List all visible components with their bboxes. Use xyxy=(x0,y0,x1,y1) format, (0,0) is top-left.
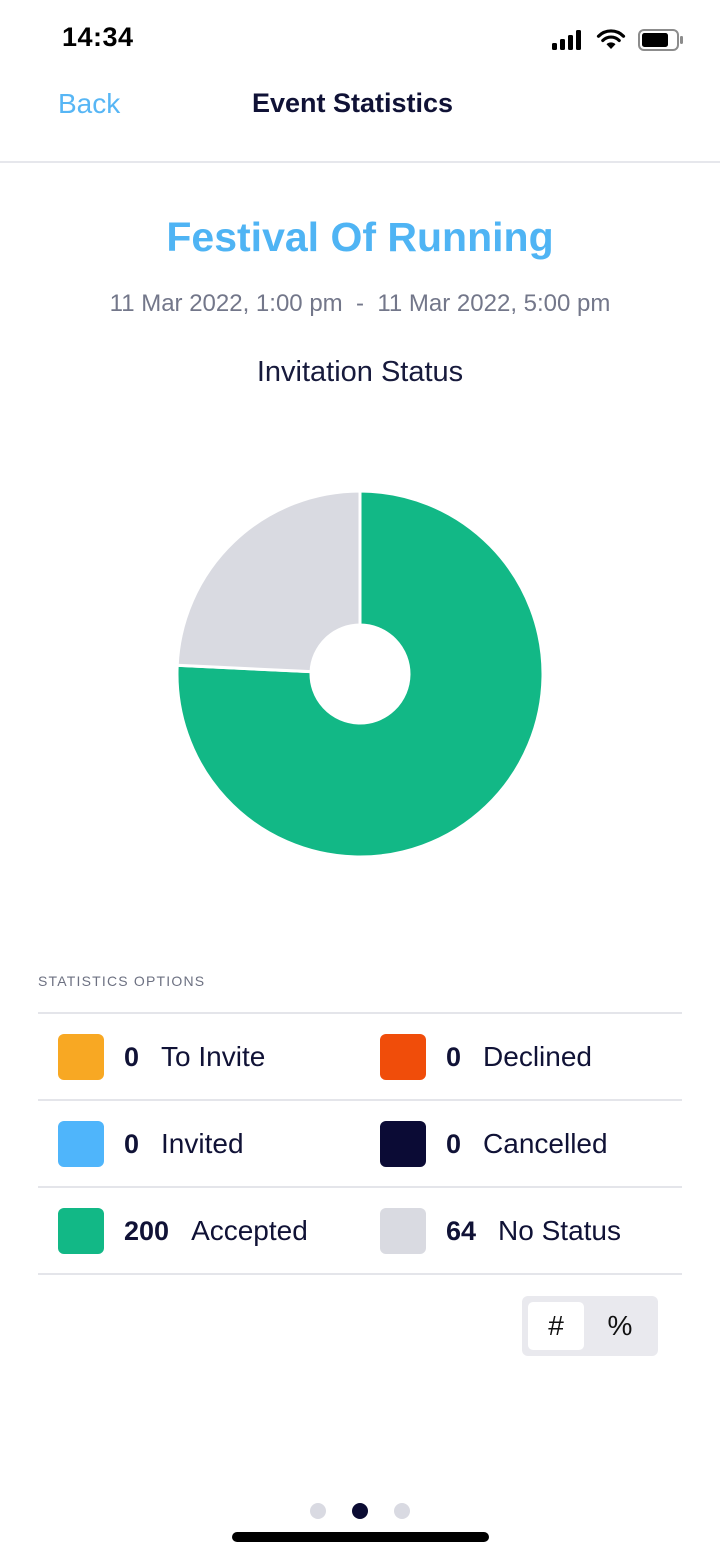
statistics-legend: 0 To Invite 0 Declined 0 Invited 0 Cance… xyxy=(38,1012,682,1275)
declined-swatch xyxy=(380,1034,426,1080)
toggle-count-option[interactable]: # xyxy=(528,1302,584,1350)
statistics-options-label: STATISTICS OPTIONS xyxy=(38,973,206,989)
cellular-signal-icon xyxy=(552,30,581,50)
date-separator: - xyxy=(356,290,364,317)
status-bar: 14:34 xyxy=(0,0,720,80)
navigation-bar: Back Event Statistics xyxy=(0,80,720,163)
page-dot-active[interactable] xyxy=(352,1503,368,1519)
invited-swatch xyxy=(58,1121,104,1167)
battery-icon xyxy=(638,29,683,51)
cancelled-swatch xyxy=(380,1121,426,1167)
legend-item-invited: 0 Invited xyxy=(58,1121,244,1167)
accepted-swatch xyxy=(58,1208,104,1254)
declined-count: 0 xyxy=(446,1041,462,1072)
no-status-swatch xyxy=(380,1208,426,1254)
legend-row: 200 Accepted 64 No Status xyxy=(38,1186,682,1275)
invited-count: 0 xyxy=(124,1128,140,1159)
home-indicator xyxy=(232,1532,489,1542)
status-time: 14:34 xyxy=(62,22,134,52)
event-start: 11 Mar 2022, 1:00 pm xyxy=(109,290,343,317)
count-percent-toggle: # % xyxy=(522,1296,658,1356)
legend-item-no-status: 64 No Status xyxy=(380,1208,621,1254)
no-status-label: No Status xyxy=(498,1215,621,1246)
slice-accepted xyxy=(175,489,545,859)
toggle-percent-option[interactable]: % xyxy=(607,1310,633,1341)
to-invite-swatch xyxy=(58,1034,104,1080)
page-dot[interactable] xyxy=(394,1503,410,1519)
event-title: Festival Of Running xyxy=(166,214,554,260)
declined-label: Declined xyxy=(483,1041,592,1072)
legend-item-declined: 0 Declined xyxy=(380,1034,592,1080)
event-dates: 11 Mar 2022, 1:00 pm - 11 Mar 2022, 5:00… xyxy=(0,290,720,318)
legend-row: 0 Invited 0 Cancelled xyxy=(38,1099,682,1186)
page-indicator xyxy=(0,1503,720,1519)
slice-no-status xyxy=(175,489,362,674)
cancelled-label: Cancelled xyxy=(483,1128,608,1159)
to-invite-count: 0 xyxy=(124,1041,140,1072)
legend-item-cancelled: 0 Cancelled xyxy=(380,1121,608,1167)
nav-title: Event Statistics xyxy=(251,88,454,118)
legend-row: 0 To Invite 0 Declined xyxy=(38,1012,682,1099)
legend-item-to-invite: 0 To Invite xyxy=(58,1034,265,1080)
to-invite-label: To Invite xyxy=(161,1041,266,1072)
back-button[interactable]: Back xyxy=(58,88,121,119)
page-dot[interactable] xyxy=(310,1503,326,1519)
chart-title: Invitation Status xyxy=(256,356,464,388)
legend-item-accepted: 200 Accepted xyxy=(58,1208,308,1254)
cancelled-count: 0 xyxy=(446,1128,462,1159)
no-status-count: 64 xyxy=(446,1215,477,1246)
accepted-label: Accepted xyxy=(191,1215,308,1246)
invited-label: Invited xyxy=(161,1128,244,1159)
wifi-icon xyxy=(596,29,626,49)
status-icons xyxy=(552,26,684,54)
accepted-count: 200 xyxy=(124,1215,170,1246)
invitation-status-donut-chart xyxy=(175,489,545,859)
event-end: 11 Mar 2022, 5:00 pm xyxy=(377,290,611,317)
